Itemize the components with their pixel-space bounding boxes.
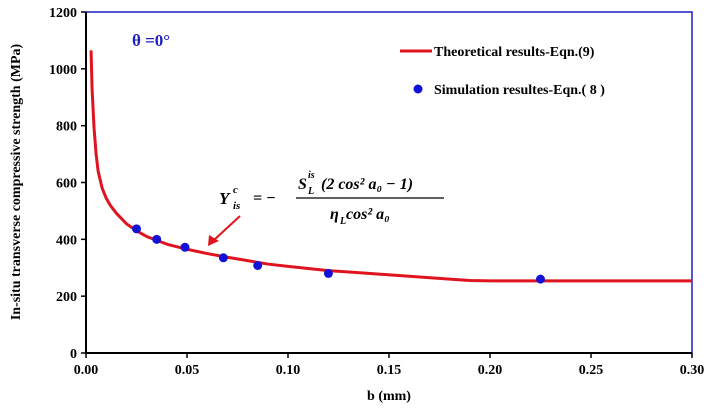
x-tick-label: 0.00 [74, 363, 99, 378]
simulation-point [152, 234, 162, 244]
y-tick-label: 1000 [49, 63, 77, 78]
eq-lhs-sup: c [233, 184, 238, 196]
simulation-point [180, 242, 190, 252]
eq-num-sub: L [307, 186, 314, 197]
equation-annotation: Y c is = − S is L (2 cos² a₀ − 1) η L co… [219, 170, 444, 227]
eq-lhs: Y [219, 189, 231, 208]
simulation-point [536, 274, 545, 284]
y-ticks: 0 200 400 600 800 1000 1200 [49, 6, 86, 362]
y-tick-label: 0 [70, 347, 77, 362]
simulation-point [323, 268, 333, 278]
x-tick-label: 0.30 [680, 363, 705, 378]
legend: Theoretical results-Eqn.(9) Simulation r… [400, 45, 605, 98]
eq-minus: = − [253, 190, 276, 207]
x-tick-label: 0.15 [377, 363, 402, 378]
x-tick-label: 0.20 [478, 363, 503, 378]
eq-num-rest: (2 cos² a₀ − 1) [321, 176, 413, 193]
eq-num-s: S [298, 176, 307, 193]
annotation-arrow [208, 215, 241, 246]
simulation-point [218, 253, 228, 263]
eq-num-sup: is [308, 170, 315, 181]
y-tick-label: 400 [56, 233, 77, 248]
y-tick-label: 800 [56, 120, 77, 135]
y-tick-label: 1200 [49, 6, 77, 21]
eq-den: η [330, 206, 339, 223]
y-tick-label: 200 [56, 290, 77, 305]
simulation-point [132, 224, 141, 234]
eq-lhs-sub: is [233, 200, 240, 212]
y-tick-label: 600 [56, 177, 77, 192]
eq-den-rest: cos² a₀ [346, 206, 390, 223]
svg-text:Y: Y [219, 189, 231, 208]
simulation-series-points [132, 224, 545, 284]
x-ticks: 0.00 0.05 0.10 0.15 0.20 0.25 0.30 [74, 353, 705, 378]
simulation-point [253, 260, 263, 270]
eq-den-sub: L [339, 216, 346, 227]
x-tick-label: 0.10 [276, 363, 301, 378]
x-tick-label: 0.05 [175, 363, 200, 378]
x-axis-label: b (mm) [367, 389, 411, 404]
legend-point-swatch [413, 84, 423, 94]
theta-annotation: θ =0° [132, 31, 170, 50]
legend-label-simulation: Simulation resultes-Eqn.( 8 ) [434, 83, 605, 98]
theoretical-series-line [89, 50, 692, 283]
legend-label-theoretical: Theoretical results-Eqn.(9) [434, 45, 595, 60]
x-tick-label: 0.25 [579, 363, 604, 378]
y-axis-label: In-situ transverse compressive strength … [9, 44, 24, 321]
